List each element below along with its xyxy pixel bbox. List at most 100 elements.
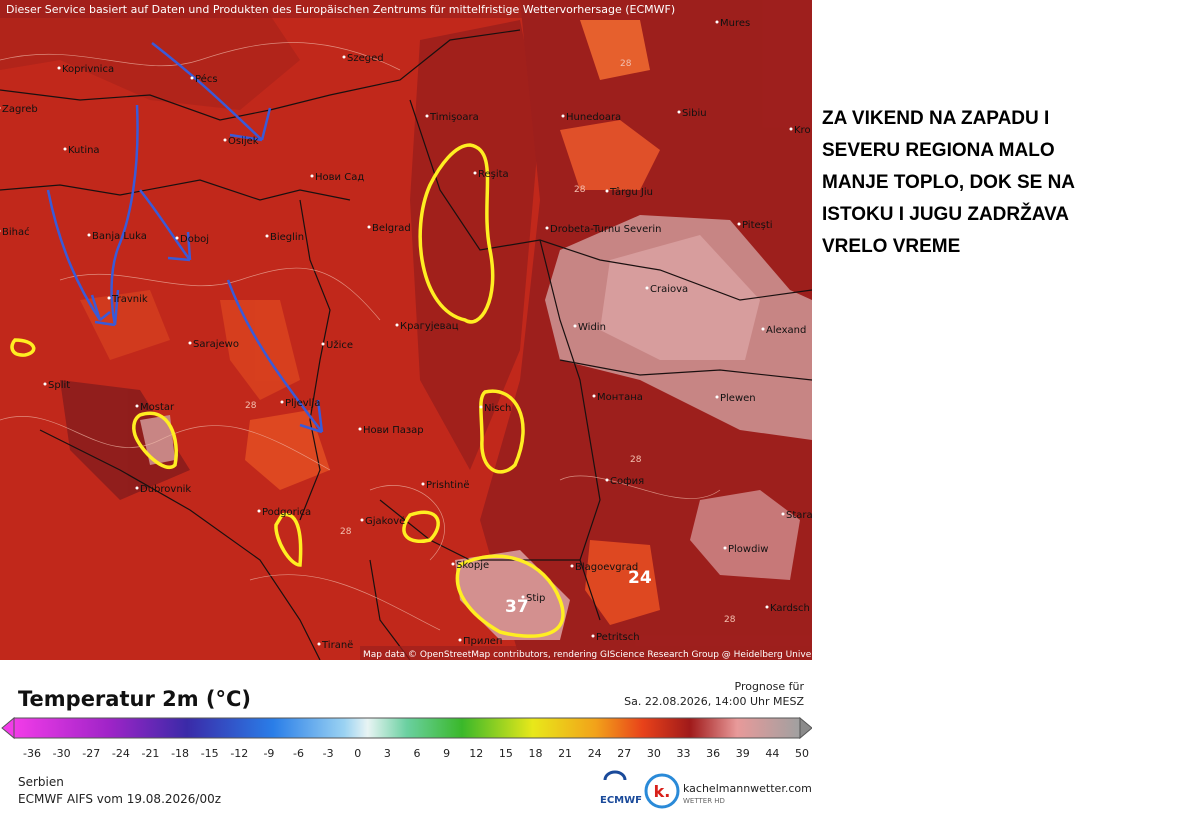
isotherms [0, 42, 721, 631]
notice-bar [0, 0, 660, 18]
city-label: Banja Luka [92, 231, 147, 242]
borders [0, 29, 812, 660]
city-dot [321, 342, 325, 346]
city-dot [521, 595, 525, 599]
colorbar-tick-label: 12 [469, 747, 483, 760]
temperature-label: 24 [628, 568, 652, 588]
colorbar-tick-label: -9 [263, 747, 274, 760]
city-label: Alexand [766, 325, 806, 336]
ecmwf-logo: ECMWF [600, 795, 642, 806]
city-dot [367, 225, 371, 229]
colorbar-tick-label: 33 [677, 747, 691, 760]
city-dot [458, 638, 462, 642]
colorbar-tick-label: 6 [414, 747, 421, 760]
city-dot [561, 114, 565, 118]
colorbar-tick-label: -27 [82, 747, 100, 760]
city-label: Osijek [228, 136, 259, 147]
ecmwf-icon [603, 770, 627, 781]
colorbar-tick-label: -36 [23, 747, 41, 760]
contour-labels: 28 28 28 28 28 28 37 24 [245, 59, 736, 625]
city-dot [395, 323, 399, 327]
model-run: ECMWF AIFS vom 19.08.2026/00z [18, 792, 221, 806]
contour-label: 28 [724, 615, 736, 625]
city-label: Монтана [597, 392, 643, 403]
colorbar-tick-label: -12 [230, 747, 248, 760]
city-dot [715, 20, 719, 24]
colorbar-tick-label: 9 [443, 747, 450, 760]
city-dot [43, 382, 47, 386]
city-label: Gjakovë [365, 516, 405, 527]
city-label: Pljevlja [285, 398, 320, 409]
city-label: Doboj [180, 234, 209, 245]
city-label: Petritsch [596, 632, 640, 643]
city-dot [723, 546, 727, 550]
city-label: Koprivnica [62, 64, 114, 75]
colorbar-tick-label: 3 [384, 747, 391, 760]
city-label: Travnik [111, 294, 148, 305]
legend: Temperatur 2m (°C) Prognose für Sa. 22.0… [1, 680, 812, 809]
city-label: Split [48, 380, 70, 391]
city-dot [451, 562, 455, 566]
annotation: ZA VIKEND NA ZAPADU I SEVERU REGIONA MALO… [822, 103, 1075, 263]
city-dot [645, 286, 649, 290]
city-dot [765, 605, 769, 609]
city-dot [479, 405, 483, 409]
colorbar-tick-label: -3 [323, 747, 334, 760]
city-dot [605, 478, 609, 482]
colorbar-tick-label: 30 [647, 747, 661, 760]
colorbar-tick-label: -6 [293, 747, 304, 760]
city-label: Prishtinë [426, 480, 469, 491]
city-label: Plewen [720, 393, 756, 404]
city-dot [0, 229, 1, 233]
annotation-line: MANJE TOPLO, DOK SE NA [822, 172, 1076, 193]
city-dot [175, 236, 179, 240]
city-label: Podgorica [262, 507, 311, 518]
city-dot [591, 634, 595, 638]
annotation-line: VRELO VREME [822, 236, 961, 257]
city-dot [592, 394, 596, 398]
contour-label: 28 [620, 59, 632, 69]
city-label: Bieglin [270, 232, 304, 243]
city-label: Hunedoara [566, 112, 621, 123]
colorbar-tick-label: 24 [588, 747, 602, 760]
city-dot [421, 482, 425, 486]
city-label: Nisch [484, 403, 511, 414]
city-dot [188, 341, 192, 345]
colorbar-tick-label: 0 [354, 747, 361, 760]
city-label: Zagreb [2, 104, 38, 115]
city-dot [265, 234, 269, 238]
city-dot [317, 642, 321, 646]
city-dot [677, 110, 681, 114]
colorbar-tick-label: 44 [765, 747, 779, 760]
city-label: Крагујевац [400, 320, 459, 332]
city-dot [761, 327, 765, 331]
site-tagline: WETTER HD [683, 797, 725, 805]
attribution: Map data © OpenStreetMap contributors, r… [363, 650, 812, 660]
contour-label: 28 [574, 185, 586, 195]
city-label: Нови Сад [315, 172, 364, 183]
colorbar-min-arrow [1, 716, 15, 740]
temperature-label: 37 [505, 597, 529, 617]
city-label: Kro [794, 125, 811, 136]
city-label: Stara [786, 510, 812, 521]
city-dot [63, 147, 67, 151]
city-label: Belgrad [372, 223, 411, 234]
city-dot [135, 486, 139, 490]
city-dot [87, 233, 91, 237]
city-dot [310, 174, 314, 178]
colorbar-tick-label: 18 [528, 747, 542, 760]
city-dot [107, 296, 111, 300]
city-label: Timişoara [429, 112, 479, 123]
city-dot [573, 324, 577, 328]
city-label: Kardsch [770, 603, 810, 614]
city-dot [789, 127, 793, 131]
temperature-fields [0, 0, 812, 660]
city-label: Reşita [478, 169, 509, 180]
forecast-label: Prognose für [735, 680, 805, 693]
colorbar-tick-label: 36 [706, 747, 720, 760]
colorbar-max-arrow [799, 716, 812, 740]
kachelmann-badge [644, 773, 680, 809]
city-dot [570, 564, 574, 568]
city-dot [342, 55, 346, 59]
